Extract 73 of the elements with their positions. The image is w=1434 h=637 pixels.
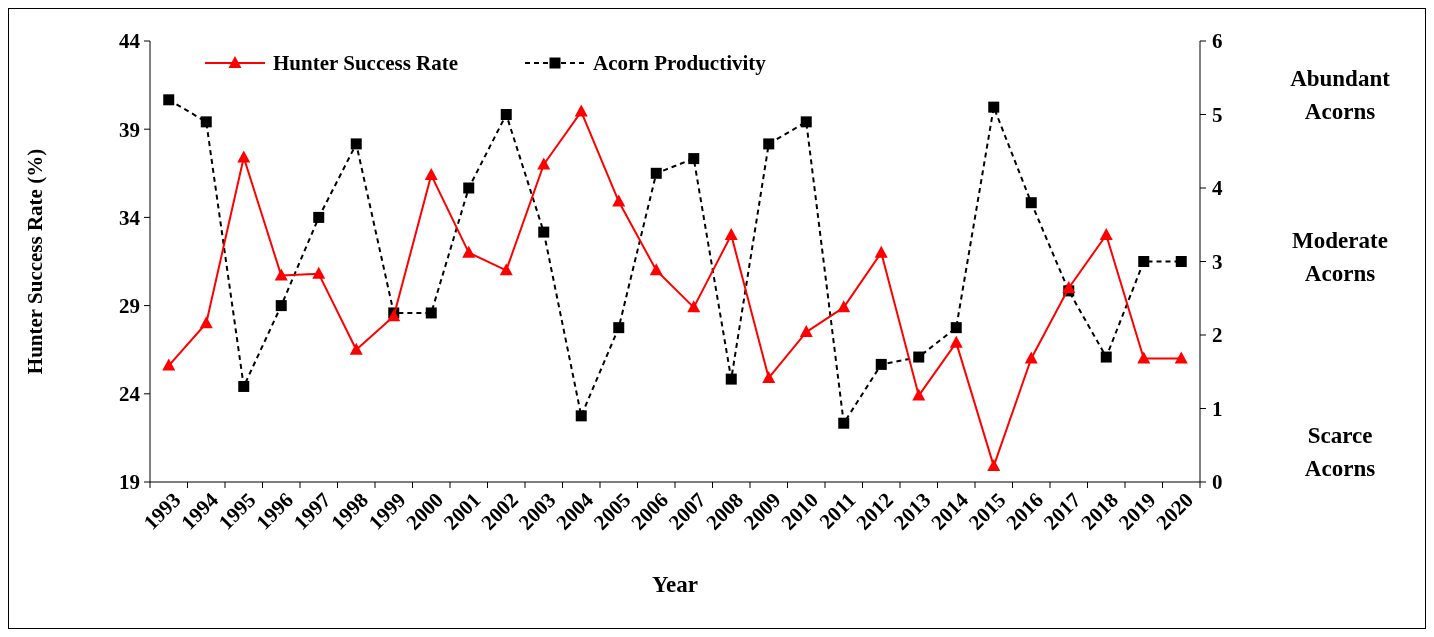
point (313, 211, 325, 223)
point (1062, 280, 1076, 293)
point (949, 335, 963, 348)
point (349, 342, 363, 355)
point (538, 226, 550, 238)
point (350, 138, 362, 150)
x-axis-title: Year (652, 572, 698, 597)
point (1175, 256, 1187, 267)
point (499, 263, 513, 276)
point (1137, 351, 1151, 364)
point (988, 101, 1000, 113)
point (688, 153, 700, 165)
point (274, 268, 288, 281)
point (574, 104, 588, 117)
point (950, 322, 962, 334)
y2-tick-label: 3 (1212, 249, 1223, 274)
text: Moderate Acorns (1292, 228, 1388, 286)
point (500, 109, 512, 120)
legend-label: Hunter Success Rate (273, 51, 459, 76)
text: Abundant Acorns (1290, 66, 1391, 124)
y-tick-label: 34 (119, 205, 141, 230)
point (237, 150, 251, 163)
point (913, 351, 925, 363)
point (837, 300, 851, 313)
y-axis-title: Hunter Success Rate (%) (23, 148, 47, 375)
point (838, 417, 850, 429)
point (613, 322, 625, 334)
point (163, 94, 175, 106)
point (1174, 351, 1188, 364)
y2-tick-label: 1 (1212, 396, 1223, 421)
point (1025, 197, 1037, 209)
point (799, 325, 813, 338)
point (537, 157, 551, 170)
point (238, 380, 250, 392)
point (800, 116, 812, 128)
text: Scarce Acorns (1304, 423, 1376, 481)
point (612, 194, 626, 207)
point (575, 410, 587, 422)
point (912, 388, 926, 401)
y2-tick-label: 5 (1212, 102, 1223, 127)
point (199, 316, 213, 329)
point (1024, 351, 1038, 364)
y2-tick-label: 6 (1212, 29, 1223, 54)
point (874, 245, 888, 258)
point (200, 116, 212, 128)
point (162, 358, 176, 371)
y-tick-label: 19 (119, 470, 140, 495)
y2-tick-label: 4 (1212, 176, 1223, 201)
y-tick-label: 29 (119, 293, 140, 318)
y2-tick-label: 2 (1212, 323, 1223, 348)
point (463, 182, 475, 194)
point (687, 300, 701, 313)
point (762, 370, 776, 383)
point (425, 307, 437, 319)
point (763, 138, 775, 150)
point (987, 459, 1001, 472)
point (1099, 228, 1113, 241)
legend-label: Acorn Productivity (593, 51, 767, 76)
point (724, 228, 738, 241)
y-tick-label: 24 (119, 382, 141, 407)
point (649, 263, 663, 276)
point (424, 168, 438, 181)
y-tick-label: 44 (119, 29, 141, 54)
point (875, 358, 887, 370)
point (725, 373, 737, 385)
point (1100, 351, 1112, 363)
point (650, 167, 662, 179)
point (312, 266, 326, 279)
y2-tick-label: 0 (1212, 470, 1223, 495)
point (462, 245, 476, 258)
point (275, 300, 287, 312)
y-tick-label: 39 (119, 117, 140, 142)
point (1138, 256, 1150, 267)
